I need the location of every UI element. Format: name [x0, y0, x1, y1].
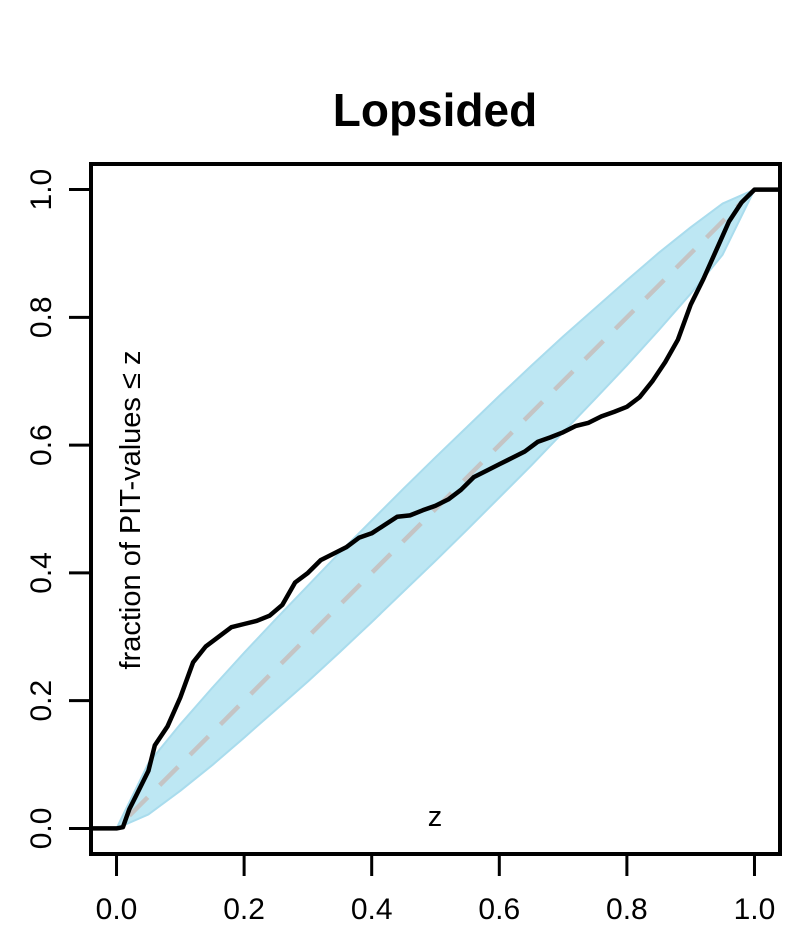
x-tick-label: 0.4 [351, 893, 393, 926]
x-axis-label: z [428, 801, 443, 833]
x-tick-label: 0.2 [223, 893, 265, 926]
x-axis: 0.0 0.2 0.4 0.6 0.8 1.0 [96, 854, 776, 926]
y-tick-label: 0.8 [25, 296, 58, 338]
x-tick-label: 0.8 [606, 893, 648, 926]
x-tick-label: 0.6 [478, 893, 520, 926]
y-tick-label: 0.6 [25, 424, 58, 466]
ecdf-line [91, 187, 780, 831]
x-tick-label: 0.0 [96, 893, 138, 926]
y-axis: 0.0 0.2 0.4 0.6 0.8 1.0 [25, 169, 91, 850]
plot-area [91, 187, 780, 831]
x-tick-label: 1.0 [734, 893, 776, 926]
y-tick-label: 1.0 [25, 169, 58, 211]
chart-title: Lopsided [333, 84, 537, 136]
plot-frame [89, 162, 782, 856]
y-tick-label: 0.0 [25, 808, 58, 850]
y-tick-label: 0.4 [25, 552, 58, 594]
y-axis-label: fraction of PIT-values ≤ z [115, 351, 147, 670]
y-tick-label: 0.2 [25, 680, 58, 722]
